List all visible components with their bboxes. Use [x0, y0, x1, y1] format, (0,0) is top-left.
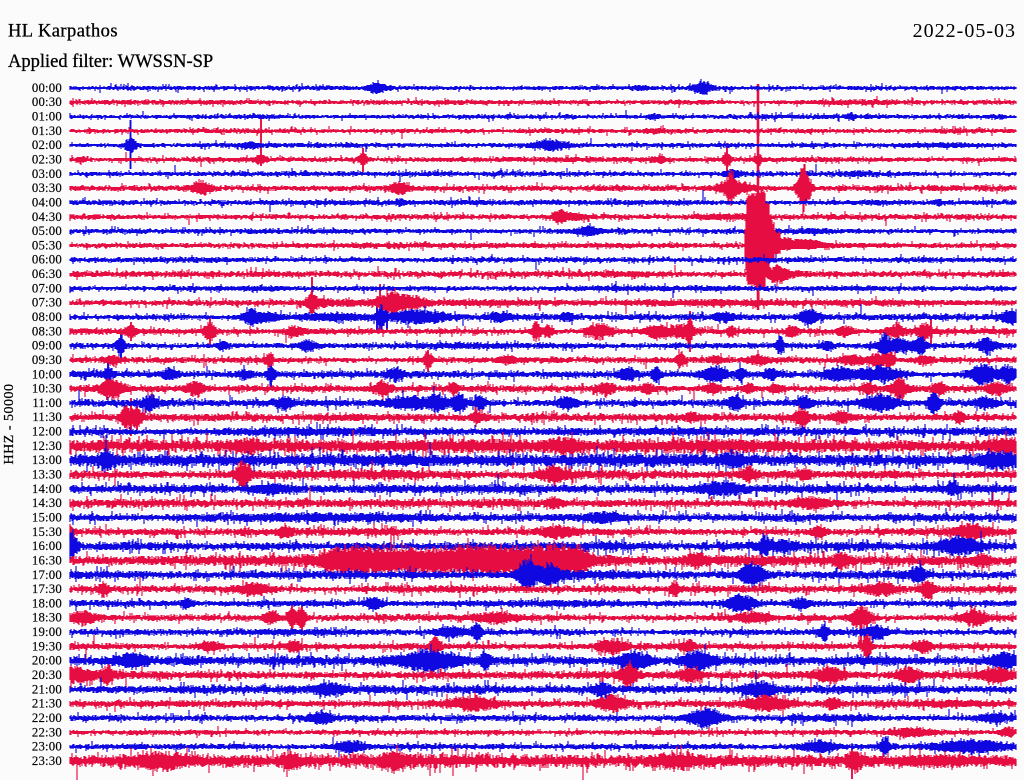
svg-text:17:00: 17:00	[32, 568, 62, 582]
svg-text:09:00: 09:00	[32, 339, 62, 353]
svg-text:02:30: 02:30	[32, 153, 62, 167]
svg-text:01:00: 01:00	[32, 110, 62, 124]
svg-text:05:30: 05:30	[32, 238, 62, 252]
svg-text:19:30: 19:30	[32, 639, 62, 653]
svg-text:16:30: 16:30	[32, 553, 62, 567]
svg-text:02:00: 02:00	[32, 138, 62, 152]
svg-text:2022-05-03: 2022-05-03	[913, 20, 1016, 42]
svg-text:HHZ - 50000: HHZ - 50000	[2, 384, 17, 465]
svg-text:00:30: 00:30	[32, 95, 62, 109]
svg-text:13:00: 13:00	[32, 453, 62, 467]
svg-text:Applied filter: WWSSN-SP: Applied filter: WWSSN-SP	[8, 52, 213, 72]
svg-text:19:00: 19:00	[32, 625, 62, 639]
svg-text:15:30: 15:30	[32, 525, 62, 539]
svg-text:21:00: 21:00	[32, 682, 62, 696]
svg-text:14:30: 14:30	[32, 496, 62, 510]
svg-text:10:00: 10:00	[32, 367, 62, 381]
svg-text:23:30: 23:30	[32, 754, 62, 768]
svg-text:05:00: 05:00	[32, 224, 62, 238]
svg-text:22:30: 22:30	[32, 725, 62, 739]
svg-text:20:30: 20:30	[32, 668, 62, 682]
svg-text:04:00: 04:00	[32, 196, 62, 210]
svg-text:09:30: 09:30	[32, 353, 62, 367]
svg-text:08:30: 08:30	[32, 324, 62, 338]
svg-text:06:00: 06:00	[32, 253, 62, 267]
svg-text:06:30: 06:30	[32, 267, 62, 281]
svg-text:10:30: 10:30	[32, 382, 62, 396]
svg-text:08:00: 08:00	[32, 310, 62, 324]
svg-text:04:30: 04:30	[32, 210, 62, 224]
svg-text:14:00: 14:00	[32, 482, 62, 496]
svg-text:13:30: 13:30	[32, 468, 62, 482]
svg-text:00:00: 00:00	[32, 81, 62, 95]
svg-text:01:30: 01:30	[32, 124, 62, 138]
svg-text:07:00: 07:00	[32, 281, 62, 295]
svg-text:HL Karpathos: HL Karpathos	[8, 22, 118, 42]
svg-text:12:00: 12:00	[32, 425, 62, 439]
svg-text:03:00: 03:00	[32, 167, 62, 181]
svg-text:18:30: 18:30	[32, 611, 62, 625]
svg-text:22:00: 22:00	[32, 711, 62, 725]
svg-text:15:00: 15:00	[32, 511, 62, 525]
svg-text:17:30: 17:30	[32, 582, 62, 596]
svg-text:12:30: 12:30	[32, 439, 62, 453]
svg-text:21:30: 21:30	[32, 697, 62, 711]
svg-text:18:00: 18:00	[32, 596, 62, 610]
svg-text:11:00: 11:00	[32, 396, 62, 410]
svg-text:23:00: 23:00	[32, 740, 62, 754]
svg-text:11:30: 11:30	[32, 410, 62, 424]
svg-text:07:30: 07:30	[32, 296, 62, 310]
svg-text:16:00: 16:00	[32, 539, 62, 553]
svg-text:20:00: 20:00	[32, 654, 62, 668]
svg-text:03:30: 03:30	[32, 181, 62, 195]
